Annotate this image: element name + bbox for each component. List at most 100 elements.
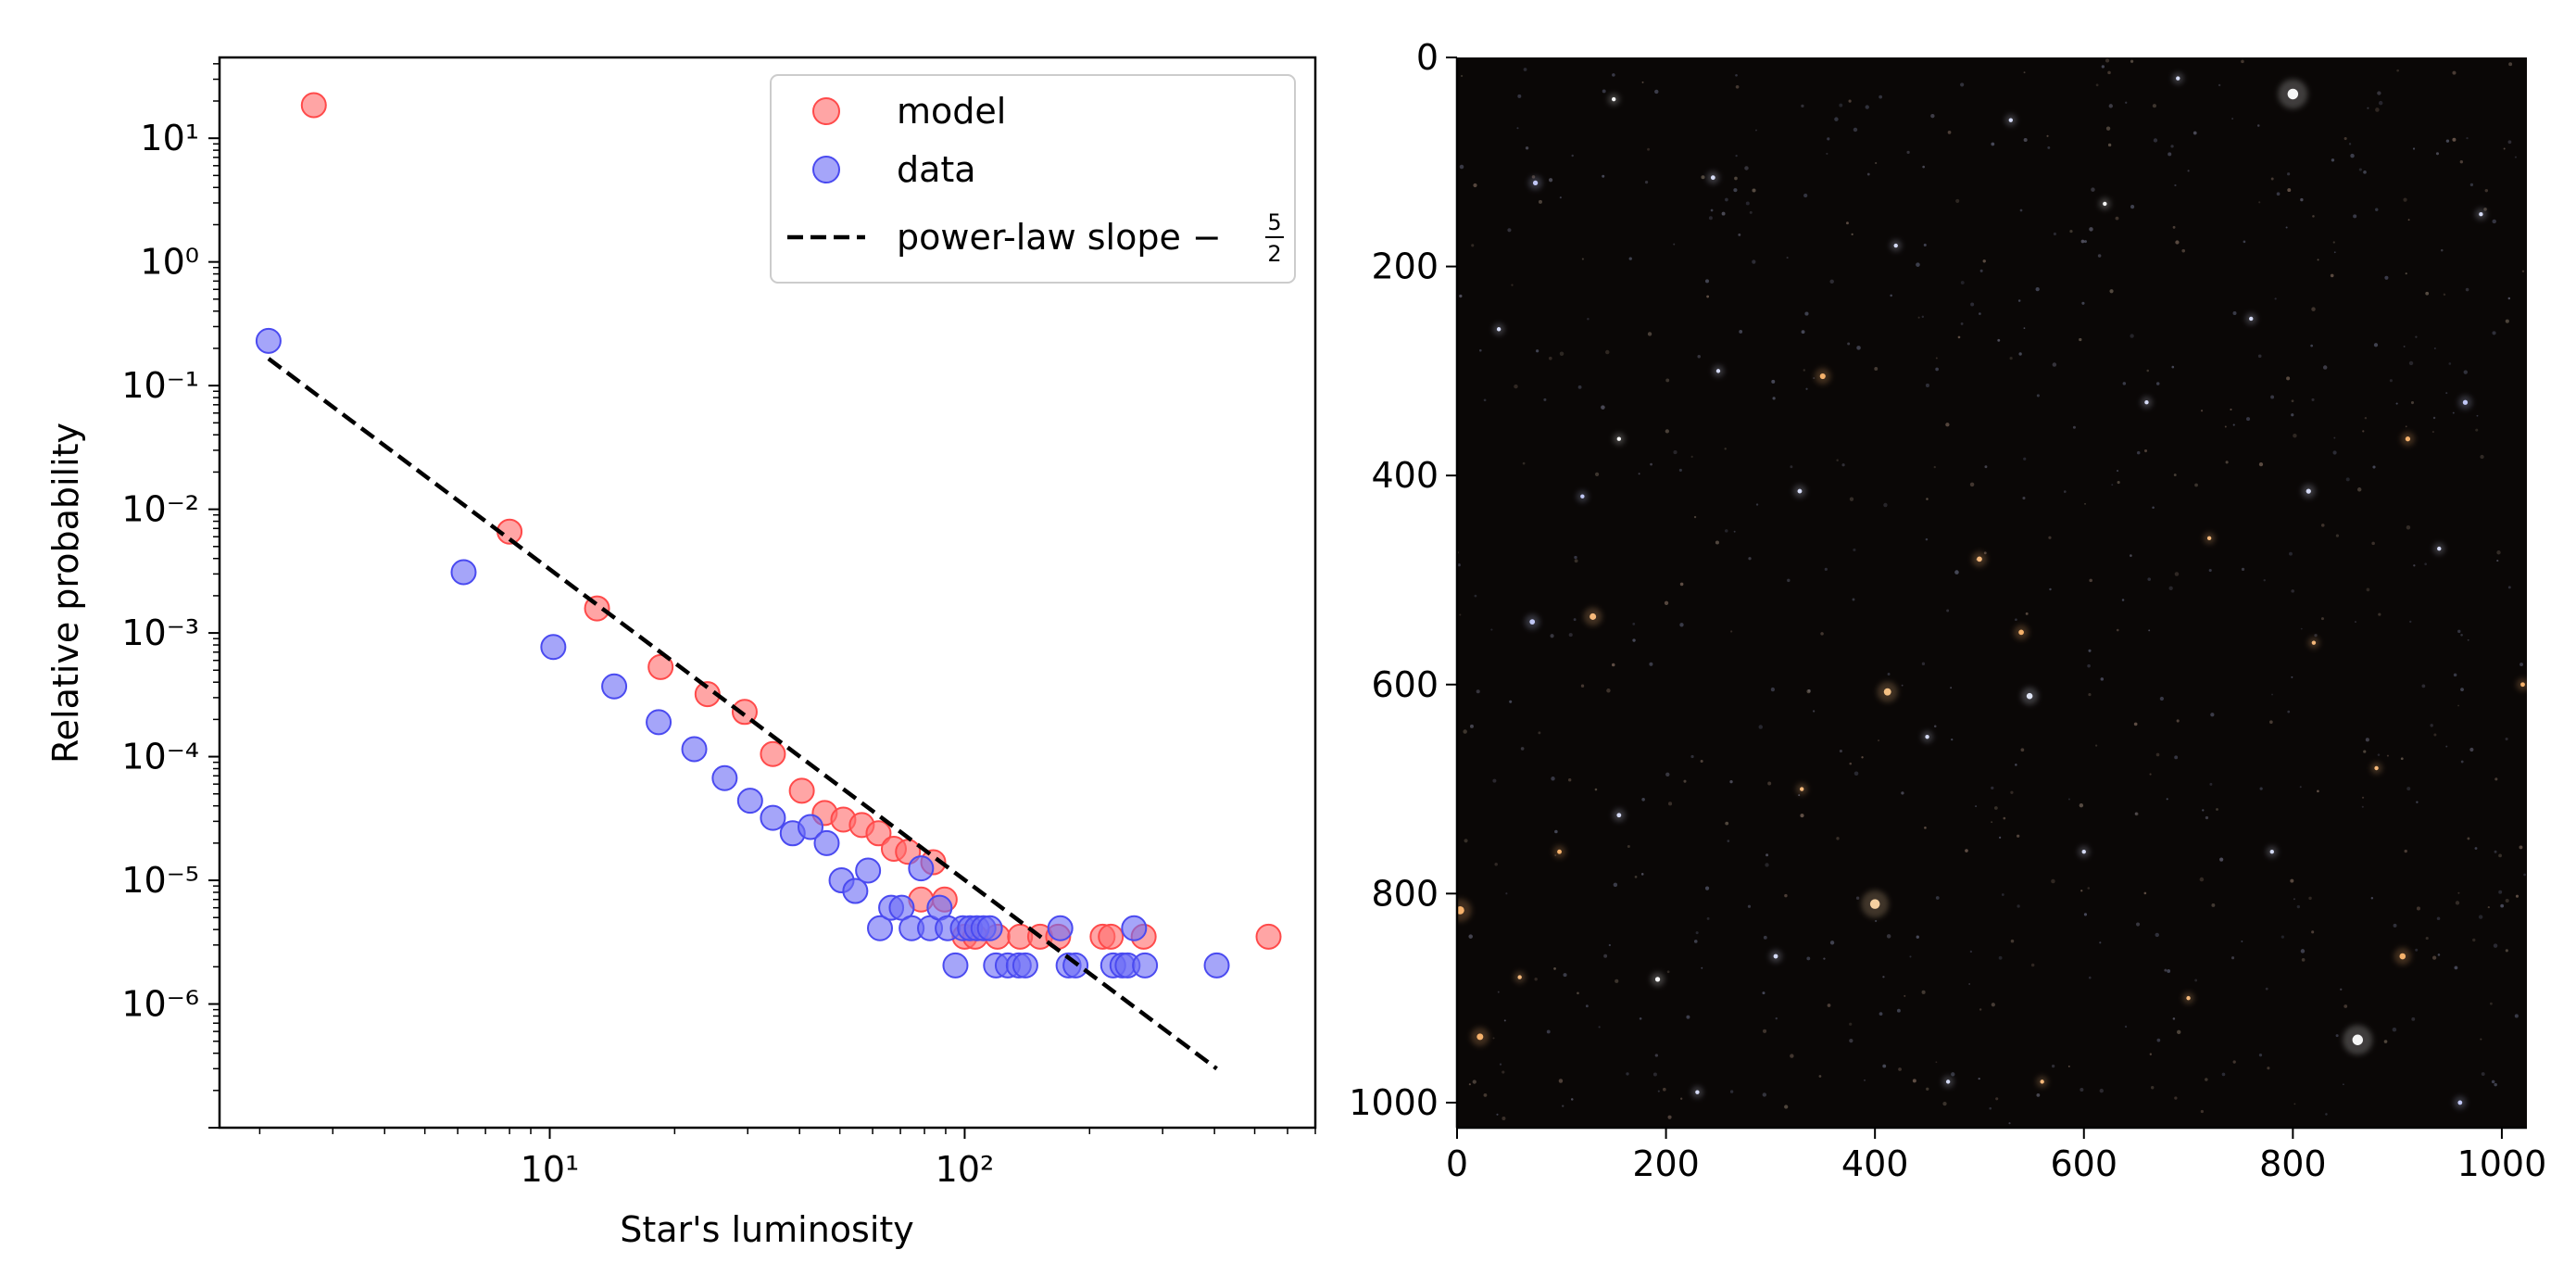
model-point bbox=[1255, 923, 1282, 950]
faint-star bbox=[1798, 794, 1801, 797]
faint-star bbox=[2205, 815, 2209, 820]
faint-star bbox=[1559, 351, 1564, 357]
faint-star bbox=[2412, 147, 2416, 150]
star bbox=[2018, 629, 2024, 636]
faint-star bbox=[2310, 344, 2313, 347]
star bbox=[2144, 400, 2149, 405]
star bbox=[1476, 1033, 1484, 1041]
data-point bbox=[888, 894, 915, 921]
faint-star bbox=[2046, 134, 2049, 137]
faint-star bbox=[1494, 862, 1498, 866]
faint-star bbox=[1673, 243, 1676, 246]
faint-star bbox=[2291, 589, 2294, 593]
faint-star bbox=[1490, 628, 1493, 631]
faint-star bbox=[1855, 896, 1860, 900]
faint-star bbox=[1683, 779, 1687, 783]
faint-star bbox=[2257, 354, 2262, 359]
faint-star bbox=[2125, 101, 2128, 104]
faint-star bbox=[1704, 279, 1709, 284]
faint-star bbox=[2010, 939, 2015, 943]
faint-star bbox=[1923, 243, 1927, 246]
faint-star bbox=[2168, 586, 2173, 591]
legend-powerlaw-numerator: 5 bbox=[1267, 209, 1281, 235]
faint-star bbox=[1917, 316, 1920, 319]
faint-star bbox=[2256, 124, 2260, 127]
faint-star bbox=[2083, 913, 2088, 916]
star bbox=[2457, 1100, 2463, 1105]
faint-star bbox=[2285, 226, 2288, 229]
faint-star bbox=[1748, 557, 1752, 561]
faint-star bbox=[2372, 465, 2376, 469]
faint-star bbox=[1605, 349, 1610, 355]
star bbox=[2405, 436, 2411, 442]
faint-star bbox=[1525, 146, 1529, 150]
faint-star bbox=[2472, 938, 2476, 942]
faint-star bbox=[1852, 598, 1855, 601]
x-tick-label: 10¹ bbox=[521, 1149, 580, 1190]
faint-star bbox=[1463, 729, 1467, 734]
faint-star bbox=[2067, 798, 2070, 801]
legend-frame bbox=[770, 74, 1296, 284]
star bbox=[2186, 995, 2191, 1001]
faint-star bbox=[2130, 554, 2132, 557]
faint-star bbox=[2469, 747, 2474, 752]
faint-star bbox=[1574, 559, 1578, 563]
faint-star bbox=[2353, 214, 2357, 219]
faint-star bbox=[1991, 786, 1994, 790]
faint-star bbox=[1924, 827, 1927, 829]
star bbox=[2081, 850, 2086, 854]
faint-star bbox=[2474, 847, 2478, 850]
faint-star bbox=[1606, 688, 1611, 693]
faint-star bbox=[1922, 165, 1925, 169]
power-law-line bbox=[267, 357, 1218, 1071]
faint-star bbox=[2174, 572, 2180, 576]
faint-star bbox=[2311, 930, 2315, 934]
faint-star bbox=[2099, 1088, 2104, 1093]
faint-star bbox=[2494, 850, 2497, 853]
faint-star bbox=[1460, 74, 1464, 78]
faint-star bbox=[1585, 1004, 1589, 1008]
star-glow bbox=[1457, 899, 1472, 922]
y-tick-label: 10⁻⁶ bbox=[121, 984, 199, 1025]
star bbox=[2206, 536, 2212, 541]
star bbox=[2040, 1080, 2044, 1084]
faint-star bbox=[1916, 935, 1919, 939]
faint-star bbox=[1960, 82, 1965, 87]
faint-star bbox=[2492, 219, 2496, 224]
faint-star bbox=[2361, 805, 2364, 808]
faint-star bbox=[2384, 275, 2389, 280]
faint-star bbox=[2265, 987, 2268, 991]
y-tick-label: 10⁻³ bbox=[121, 612, 199, 653]
faint-star bbox=[1763, 1029, 1767, 1033]
faint-star bbox=[1459, 294, 1463, 298]
faint-star bbox=[1841, 463, 1845, 467]
faint-star bbox=[2383, 1040, 2388, 1043]
faint-star bbox=[2371, 541, 2375, 546]
faint-star bbox=[2475, 428, 2479, 432]
faint-star bbox=[2432, 416, 2436, 420]
faint-star bbox=[2008, 1122, 2011, 1125]
faint-star bbox=[1543, 398, 1547, 401]
faint-star bbox=[2231, 956, 2235, 960]
faint-star bbox=[2153, 138, 2158, 143]
faint-star bbox=[2020, 748, 2025, 752]
faint-star bbox=[1665, 772, 1670, 777]
faint-star bbox=[2174, 1096, 2178, 1100]
faint-star bbox=[2503, 147, 2506, 150]
faint-star bbox=[2241, 59, 2244, 64]
faint-star bbox=[1762, 991, 1766, 995]
data-point bbox=[908, 855, 935, 882]
star bbox=[2462, 399, 2469, 405]
faint-star bbox=[1866, 172, 1870, 176]
faint-star bbox=[1970, 302, 1975, 307]
faint-star bbox=[2080, 239, 2085, 244]
data-point bbox=[540, 634, 567, 661]
image-y-tick-label: 0 bbox=[1416, 37, 1439, 78]
faint-star bbox=[2465, 287, 2469, 292]
faint-star bbox=[1496, 1113, 1499, 1116]
faint-star bbox=[2152, 506, 2155, 510]
faint-star bbox=[1826, 152, 1828, 156]
model-point bbox=[647, 653, 674, 680]
faint-star bbox=[1921, 662, 1926, 666]
faint-star bbox=[2322, 365, 2328, 370]
